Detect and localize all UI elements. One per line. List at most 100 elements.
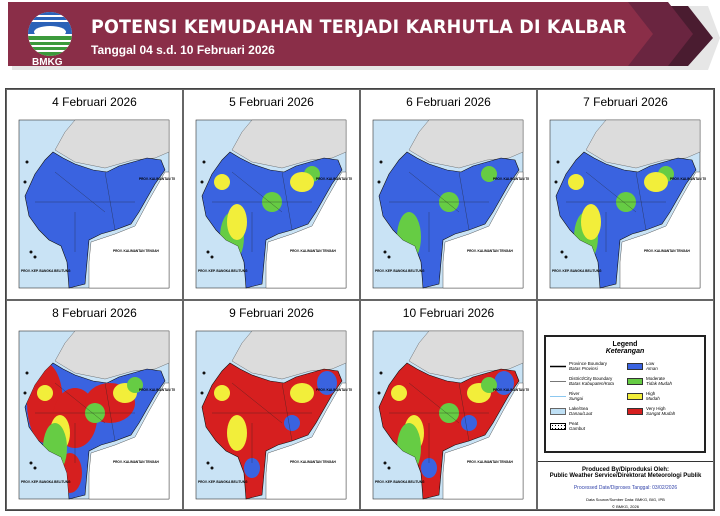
map-date: 10 Februari 2026 — [402, 305, 495, 320]
malaysia — [408, 119, 524, 169]
map-date: 4 Februari 2026 — [52, 95, 137, 109]
island — [379, 371, 383, 374]
malaysia — [585, 119, 701, 169]
patch-moderate — [481, 376, 497, 393]
map-date: 8 Februari 2026 — [52, 305, 137, 320]
map-date: 6 Februari 2026 — [406, 95, 491, 109]
label-babel: PROV. KEP. BANGKA BELITUNG — [552, 269, 602, 273]
copyright: © BMKG, 2026 — [612, 503, 639, 509]
map-panel: 10 Februari 2026 PROV. KALIMANTAN TENGAH P… — [360, 299, 537, 510]
kalteng — [619, 171, 701, 289]
map-grid: 4 Februari 2026 PROV. KALIMANTAN TENGAH PR… — [5, 88, 715, 511]
district-boundary — [458, 382, 470, 441]
patch-moderate — [481, 166, 497, 182]
island — [377, 180, 381, 184]
island — [556, 160, 560, 164]
island — [206, 250, 210, 254]
district-boundary — [281, 171, 293, 231]
island — [564, 255, 568, 259]
legend-title: Legend — [612, 340, 638, 348]
district-boundary — [281, 382, 293, 441]
malaysia — [54, 119, 170, 169]
island — [29, 250, 33, 254]
label-babel: PROV. KEP. BANGKA BELITUNG — [198, 480, 248, 484]
patch-high — [644, 172, 668, 192]
label-babel: PROV. KEP. BANGKA BELITUNG — [375, 480, 425, 484]
kalteng — [88, 382, 170, 499]
patch-low — [494, 370, 514, 395]
logo-text: BMKG — [32, 57, 63, 68]
island — [206, 461, 210, 464]
patch-high — [290, 382, 314, 403]
kalbar-map: PROV. KALIMANTAN TENGAH PROV. KALIMANTAN … — [18, 119, 175, 289]
district-boundary — [104, 171, 116, 231]
label-kaltim: PROV. KALIMANTAN TIMUR — [316, 388, 352, 392]
island — [33, 466, 37, 469]
island — [560, 250, 564, 254]
kalteng — [88, 171, 170, 289]
patch-high — [568, 174, 584, 190]
label-kalteng: PROV. KALIMANTAN TENGAH — [290, 460, 337, 464]
legend-class-high: High Mudah — [627, 389, 700, 404]
map-date: 9 Februari 2026 — [229, 305, 314, 320]
legend-province-boundary: Province Boundary Batas Provinsi — [550, 361, 608, 371]
patch-moderate — [127, 376, 143, 393]
kalbar-map: PROV. KALIMANTAN TENGAH PROV. KALIMANTAN … — [195, 119, 352, 289]
kalteng — [442, 382, 524, 499]
hazard-patches — [568, 166, 674, 262]
label-kaltim: PROV. KALIMANTAN TIMUR — [316, 177, 352, 181]
island — [33, 255, 37, 259]
label-kaltim: PROV. KALIMANTAN TIMUR — [493, 388, 529, 392]
banner-shape — [8, 2, 720, 70]
malaysia — [54, 330, 170, 379]
island — [377, 391, 381, 394]
island — [23, 391, 27, 394]
label-kaltim: PROV. KALIMANTAN TIMUR — [139, 388, 175, 392]
patch-high — [391, 384, 407, 401]
island — [383, 250, 387, 254]
data-source: Data Source/Sumber Data: BMKG, BIG, IPB — [586, 496, 665, 502]
legend-peat: Peat Gambut — [550, 419, 623, 434]
malaysia — [231, 119, 347, 169]
district-boundary — [635, 171, 647, 231]
malaysia — [408, 330, 524, 379]
map-panel: 5 Februari 2026 PROV. KALIMANTAN TENGAH PR… — [183, 89, 360, 300]
page-subtitle: Tanggal 04 s.d. 10 Februari 2026 — [91, 43, 275, 57]
island — [379, 160, 383, 164]
label-kalteng: PROV. KALIMANTAN TENGAH — [467, 460, 514, 464]
processed-date: Processed Date/Diproses Tanggal: 03/02/2… — [573, 484, 678, 491]
map-panel: 9 Februari 2026 PROV. KALIMANTAN TENGAH PR… — [183, 299, 360, 510]
label-kaltim: PROV. KALIMANTAN TIMUR — [670, 177, 706, 181]
map-panel: 6 Februari 2026 PROV. KALIMANTAN TENGAH PR… — [360, 89, 537, 300]
district-boundary — [408, 171, 460, 213]
district-boundary — [54, 382, 106, 423]
island — [23, 180, 27, 184]
label-babel: PROV. KEP. BANGKA BELITUNG — [198, 269, 248, 273]
island — [387, 255, 391, 259]
kalbar-map: PROV. KALIMANTAN TENGAH PROV. KALIMANTAN … — [549, 119, 706, 289]
patch-low — [244, 457, 260, 478]
map-date: 5 Februari 2026 — [229, 95, 314, 109]
label-kalteng: PROV. KALIMANTAN TENGAH — [113, 249, 160, 253]
island — [202, 371, 206, 374]
district-boundary — [585, 171, 637, 213]
island — [29, 461, 33, 464]
legend-river: River Sungai — [550, 391, 584, 401]
island — [383, 461, 387, 464]
label-kalteng: PROV. KALIMANTAN TENGAH — [467, 249, 514, 253]
patch-high — [214, 174, 230, 190]
hazard-patches — [214, 370, 337, 478]
patch-low — [461, 414, 477, 431]
island — [387, 466, 391, 469]
kalteng — [265, 382, 347, 499]
patch-high — [37, 384, 53, 401]
patch-low — [317, 370, 337, 395]
kalbar-map: PROV. KALIMANTAN TENGAH PROV. KALIMANTAN … — [195, 330, 352, 499]
label-kaltim: PROV. KALIMANTAN TIMUR — [493, 177, 529, 181]
legend-title-id: Keterangan — [605, 347, 645, 355]
label-kalteng: PROV. KALIMANTAN TENGAH — [644, 249, 691, 253]
patch-low — [284, 414, 300, 431]
produced-by: Produced By/Diproduksi Oleh: Public Weath… — [538, 460, 713, 479]
island — [200, 180, 204, 184]
map-date: 7 Februari 2026 — [583, 95, 668, 109]
